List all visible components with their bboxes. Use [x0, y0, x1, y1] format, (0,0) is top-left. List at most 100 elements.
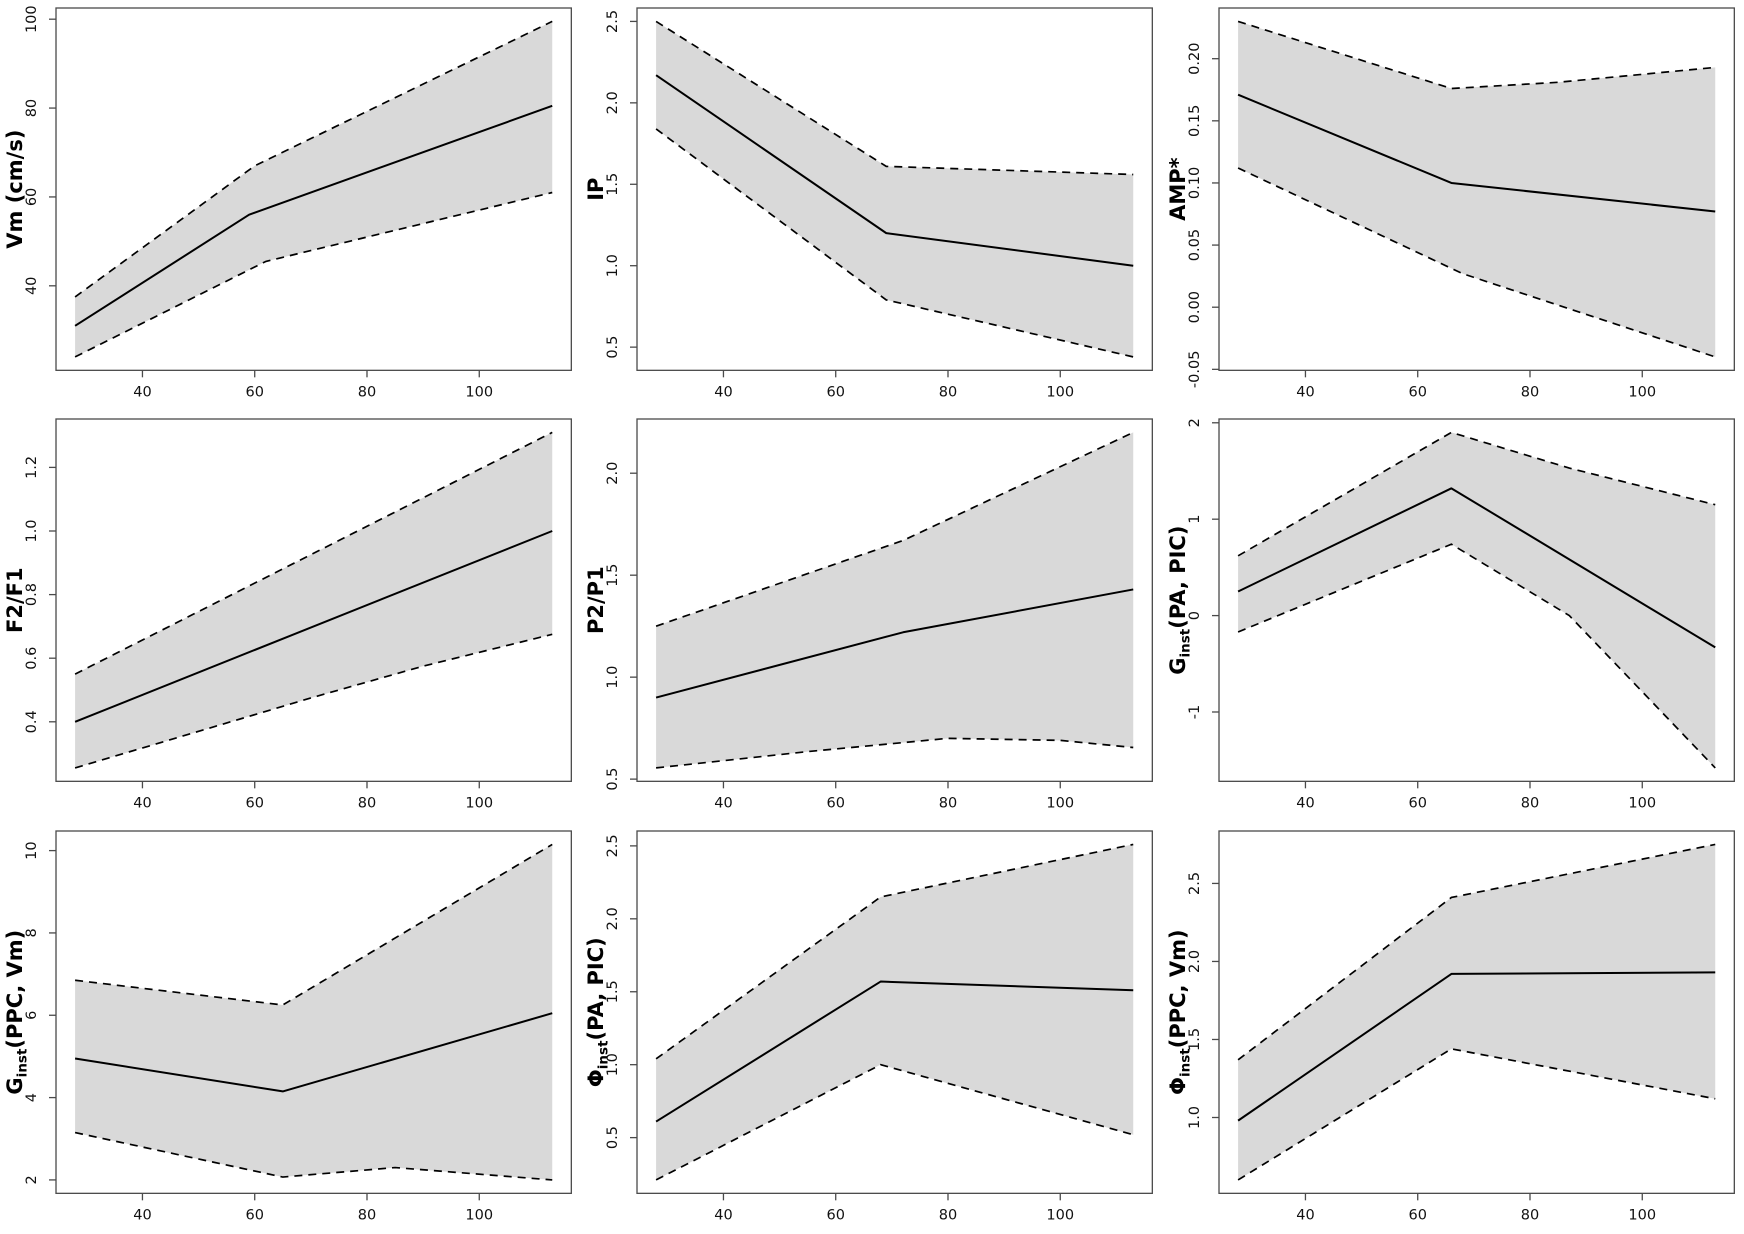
upper-ci-line — [74, 431, 553, 676]
x-tick-label: 60 — [245, 1207, 263, 1223]
x-tick-label: 100 — [1047, 796, 1075, 812]
subplot-g-ppc-vm: 40 60 80 100 2 4 6 8 10 Ginst(PPC, Vm) — [0, 823, 581, 1234]
y-tick-label: 6 — [24, 1010, 40, 1019]
axes: 40 60 80 100 1.0 1.5 2.0 2.5 — [1187, 830, 1735, 1223]
subplot-vm: 40 60 80 100 40 60 80 100 Vm (cm/s) — [0, 0, 581, 411]
x-tick-label: 100 — [465, 1207, 493, 1223]
x-tick-label: 40 — [1296, 384, 1314, 400]
x-tick-label: 60 — [1408, 1207, 1426, 1223]
y-tick-label: 2.5 — [605, 834, 621, 857]
axes: 40 60 80 100 40 60 80 100 — [24, 5, 572, 400]
axes: 40 60 80 100 -1 0 1 2 — [1187, 418, 1735, 812]
axes: 40 60 80 100 2 4 6 8 10 — [24, 830, 572, 1223]
mean-line — [655, 980, 1134, 1123]
y-tick-label: 1.5 — [605, 564, 621, 587]
phi-pa-pic-chart-canvas: 40 60 80 100 0.5 1.0 1.5 2.0 2.5 Φinst(PA, PIC) — [584, 830, 1154, 1223]
mean-line — [1237, 487, 1716, 649]
lower-ci-line — [655, 128, 1134, 358]
axes: 40 60 80 100 0.5 1.0 1.5 2.0 2.5 — [605, 7, 1154, 400]
subplot-phi-pa-pic: 40 60 80 100 0.5 1.0 1.5 2.0 2.5 Φinst(PA, PIC) — [581, 823, 1162, 1234]
lower-ci-line — [656, 1063, 1134, 1181]
confidence-band — [75, 432, 553, 769]
mean-line — [1237, 93, 1716, 213]
plot-box — [55, 418, 572, 783]
upper-ci-line — [74, 20, 553, 298]
y-tick-label: 1.0 — [605, 666, 621, 689]
x-tick-label: 80 — [939, 796, 957, 812]
y-axis-title: AMP* — [1166, 157, 1190, 221]
y-tick-label: 0.5 — [605, 1126, 621, 1149]
x-tick-label: 100 — [1047, 1207, 1075, 1223]
x-tick-label: 60 — [245, 796, 263, 812]
plot-box — [55, 830, 572, 1194]
y-tick-label: 2 — [24, 1175, 40, 1184]
y-tick-label: 4 — [24, 1093, 40, 1102]
confidence-band — [1237, 21, 1715, 357]
y-tick-label: 0.05 — [1187, 229, 1203, 261]
y-axis-title: Φinst(PPC, Vm) — [1166, 929, 1193, 1094]
y-tick-label: 1.0 — [24, 520, 40, 543]
lower-ci-line — [74, 1131, 553, 1181]
x-tick-label: 80 — [358, 1207, 376, 1223]
g-pa-pic-chart-canvas: 40 60 80 100 -1 0 1 2 Ginst(PA, PIC) — [1166, 418, 1735, 812]
x-tick-label: 60 — [1408, 384, 1426, 400]
y-tick-label: 1.0 — [605, 254, 621, 277]
y-tick-label: 2.5 — [605, 10, 621, 33]
x-tick-label: 60 — [1408, 796, 1426, 812]
x-tick-label: 80 — [1520, 384, 1538, 400]
y-tick-label: 0.4 — [24, 711, 40, 734]
mean-line — [655, 74, 1134, 267]
upper-ci-line — [1237, 843, 1716, 1061]
y-tick-label: 1 — [1187, 515, 1203, 524]
x-tick-label: 60 — [827, 796, 845, 812]
plot-box — [1218, 418, 1735, 783]
axes: 40 60 80 100 0.4 0.6 0.8 1.0 1.2 — [24, 418, 572, 812]
y-axis-title: IP — [584, 178, 608, 201]
y-axis-title: F2/F1 — [3, 568, 27, 634]
y-tick-label: 2.5 — [1187, 872, 1203, 895]
x-tick-label: 80 — [939, 384, 957, 400]
x-tick-label: 40 — [1296, 1207, 1314, 1223]
confidence-band — [75, 844, 553, 1180]
y-tick-label: 0.5 — [605, 768, 621, 791]
upper-ci-line — [655, 20, 1134, 176]
x-tick-label: 100 — [1628, 384, 1656, 400]
y-tick-label: 0.6 — [24, 647, 40, 670]
confidence-band — [656, 432, 1134, 769]
phi-ppc-vm-chart-canvas: 40 60 80 100 1.0 1.5 2.0 2.5 Φinst(PPC, Vm) — [1166, 830, 1735, 1223]
x-tick-label: 100 — [465, 796, 493, 812]
y-axis-title: Ginst(PA, PIC) — [1166, 526, 1194, 675]
upper-ci-line — [655, 843, 1134, 1060]
x-tick-label: 80 — [358, 384, 376, 400]
y-tick-label: 0 — [1187, 611, 1203, 620]
y-tick-label: 0.10 — [1187, 167, 1203, 199]
x-tick-label: 60 — [827, 1207, 845, 1223]
x-tick-label: 40 — [715, 1207, 733, 1223]
subplot-g-pa-pic: 40 60 80 100 -1 0 1 2 Ginst(PA, PIC) — [1163, 411, 1744, 822]
y-tick-label: 1.5 — [605, 173, 621, 196]
x-tick-label: 80 — [358, 796, 376, 812]
mean-line — [1237, 971, 1715, 1122]
f2f1-chart-canvas: 40 60 80 100 0.4 0.6 0.8 1.0 1.2 F2/F1 — [3, 418, 572, 812]
lower-ci-line — [656, 737, 1134, 770]
subplot-amp: 40 60 80 100 -0.05 0.00 0.05 0.10 0.15 0.20 AMP* — [1163, 0, 1744, 411]
g-ppc-vm-chart-canvas: 40 60 80 100 2 4 6 8 10 Ginst(PPC, Vm) — [3, 830, 572, 1223]
upper-ci-line — [1237, 20, 1715, 90]
y-tick-label: 10 — [24, 841, 40, 859]
ip-chart-canvas: 40 60 80 100 0.5 1.0 1.5 2.0 2.5 IP — [584, 7, 1154, 400]
plot-box — [55, 7, 572, 371]
lower-ci-line — [74, 191, 553, 358]
plot-box — [636, 7, 1154, 371]
y-tick-label: -0.05 — [1187, 351, 1203, 389]
y-tick-label: 0.15 — [1187, 105, 1203, 137]
plot-box — [1218, 830, 1735, 1194]
plot-box — [1218, 7, 1735, 371]
x-tick-label: 80 — [1520, 1207, 1538, 1223]
x-tick-label: 100 — [1628, 796, 1656, 812]
x-tick-label: 40 — [133, 796, 151, 812]
y-tick-label: 2.0 — [605, 91, 621, 114]
y-tick-label: 40 — [24, 277, 40, 295]
plot-box — [636, 418, 1154, 783]
y-tick-label: 8 — [24, 928, 40, 937]
